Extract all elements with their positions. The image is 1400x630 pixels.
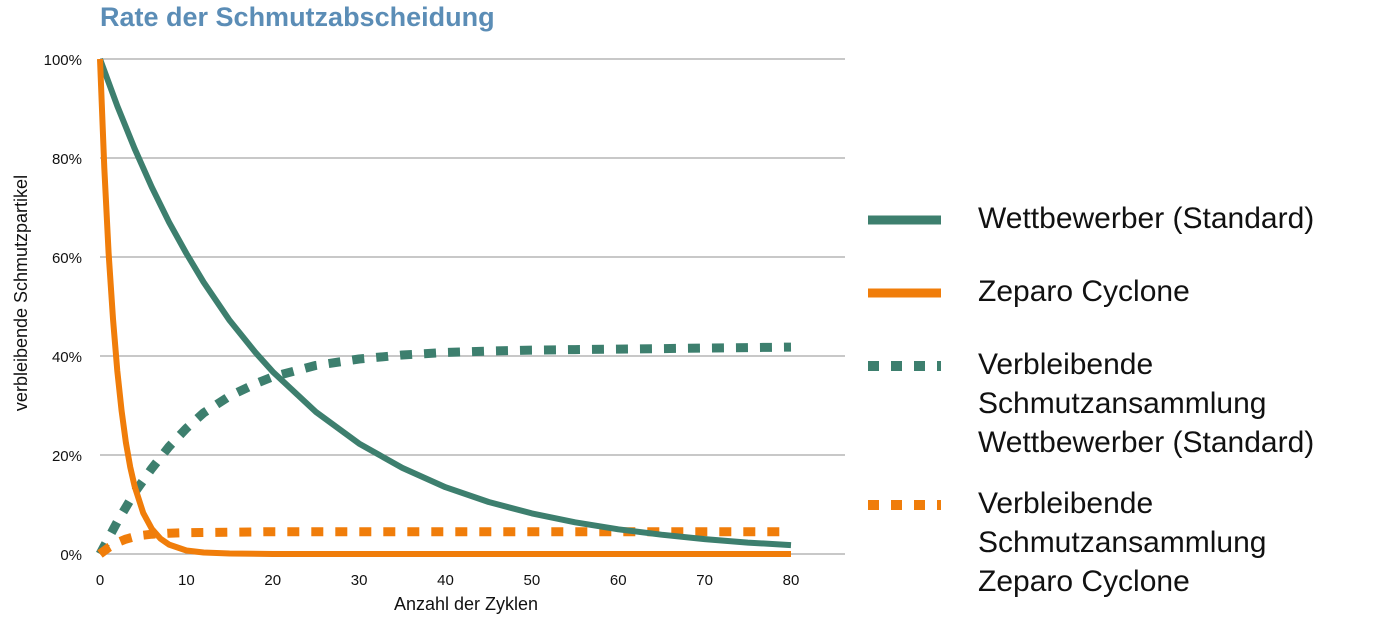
x-tick-label: 60 <box>610 572 627 589</box>
y-tick-label: 100% <box>44 52 82 69</box>
legend-label: Verbleibende Schmutzansammlung Zeparo Cy… <box>978 487 1267 598</box>
series-line-3 <box>96 342 792 557</box>
x-axis-label: Anzahl der Zyklen <box>394 594 538 614</box>
series-line-2 <box>97 58 791 557</box>
y-axis-ticks: 0% 20% 40% 60% 80% 100% <box>44 52 82 564</box>
legend-swatch <box>868 361 941 371</box>
legend-label: Wettbewerber (Standard) <box>978 202 1315 235</box>
legend-label: Zeparo Cyclone <box>978 275 1190 308</box>
y-tick-label: 20% <box>52 448 82 465</box>
legend-swatch <box>868 288 941 298</box>
plot-area: 0% 20% 40% 60% 80% 100% 0 10 20 30 40 50 60 70 80 Anz… <box>11 52 845 614</box>
series-line-1 <box>97 57 792 549</box>
y-tick-label: 0% <box>60 547 82 564</box>
y-tick-label: 60% <box>52 250 82 267</box>
legend-swatch <box>868 215 941 225</box>
series-group <box>96 57 792 558</box>
x-tick-label: 40 <box>437 572 454 589</box>
chart-title: Rate der Schmutzabscheidung <box>100 2 495 32</box>
x-tick-label: 10 <box>178 572 195 589</box>
x-tick-label: 30 <box>351 572 368 589</box>
legend-label: Verbleibende Schmutzansammlung Wettbewer… <box>978 348 1315 459</box>
y-tick-label: 40% <box>52 349 82 366</box>
legend-swatch <box>868 500 941 510</box>
x-tick-label: 80 <box>783 572 800 589</box>
y-tick-label: 80% <box>52 151 82 168</box>
x-tick-label: 0 <box>96 572 104 589</box>
x-tick-label: 20 <box>264 572 281 589</box>
grid-lines <box>100 58 845 555</box>
x-axis-ticks: 0 10 20 30 40 50 60 70 80 <box>96 572 800 589</box>
y-axis-label: verbleibende Schmutzpartikel <box>11 175 31 411</box>
x-tick-label: 50 <box>524 572 541 589</box>
x-tick-label: 70 <box>696 572 713 589</box>
series-line-4 <box>97 527 791 558</box>
